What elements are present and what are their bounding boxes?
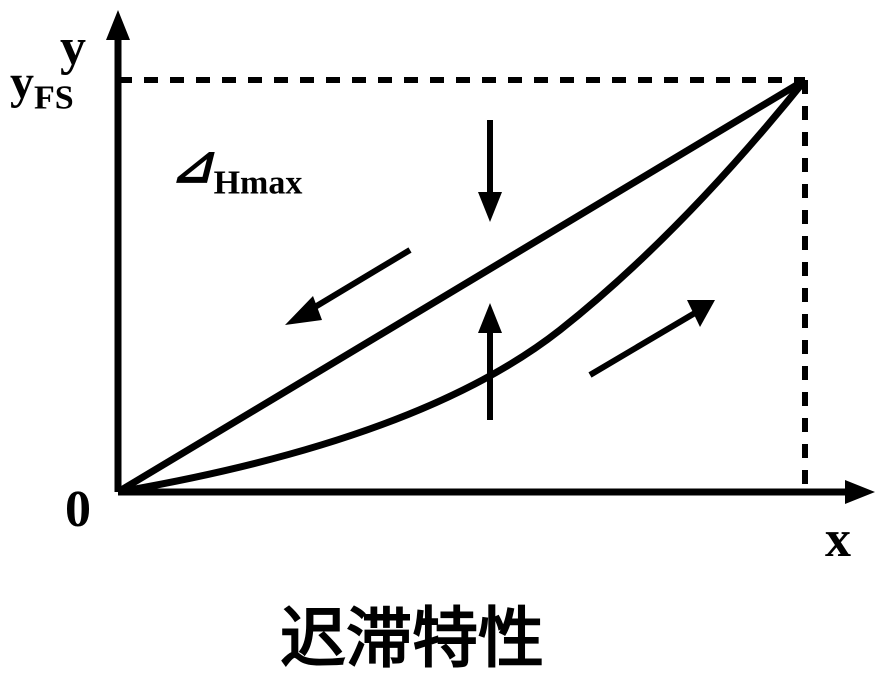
origin-label: 0	[65, 480, 91, 539]
hysteresis-diagram: y yFS ⊿Hmax 0 x 迟滞特性	[0, 0, 893, 671]
y-axis-arrow	[106, 10, 130, 40]
diagram-svg	[0, 0, 893, 671]
y-fs-sub: FS	[34, 80, 74, 117]
direction-arrow-upper-head	[285, 296, 322, 325]
direction-arrow-lower	[590, 310, 700, 375]
caption: 迟滞特性	[280, 585, 544, 681]
gap-arrow-down-head	[478, 192, 502, 222]
x-axis-arrow	[845, 480, 875, 504]
delta-hmax-label: ⊿Hmax	[170, 135, 302, 202]
x-axis-label: x	[825, 510, 851, 569]
y-fs-main: y	[10, 56, 34, 109]
y-fs-label: yFS	[10, 55, 74, 118]
delta-symbol: ⊿	[170, 137, 214, 194]
delta-sub: Hmax	[214, 164, 303, 201]
gap-arrow-up-head	[478, 303, 502, 333]
